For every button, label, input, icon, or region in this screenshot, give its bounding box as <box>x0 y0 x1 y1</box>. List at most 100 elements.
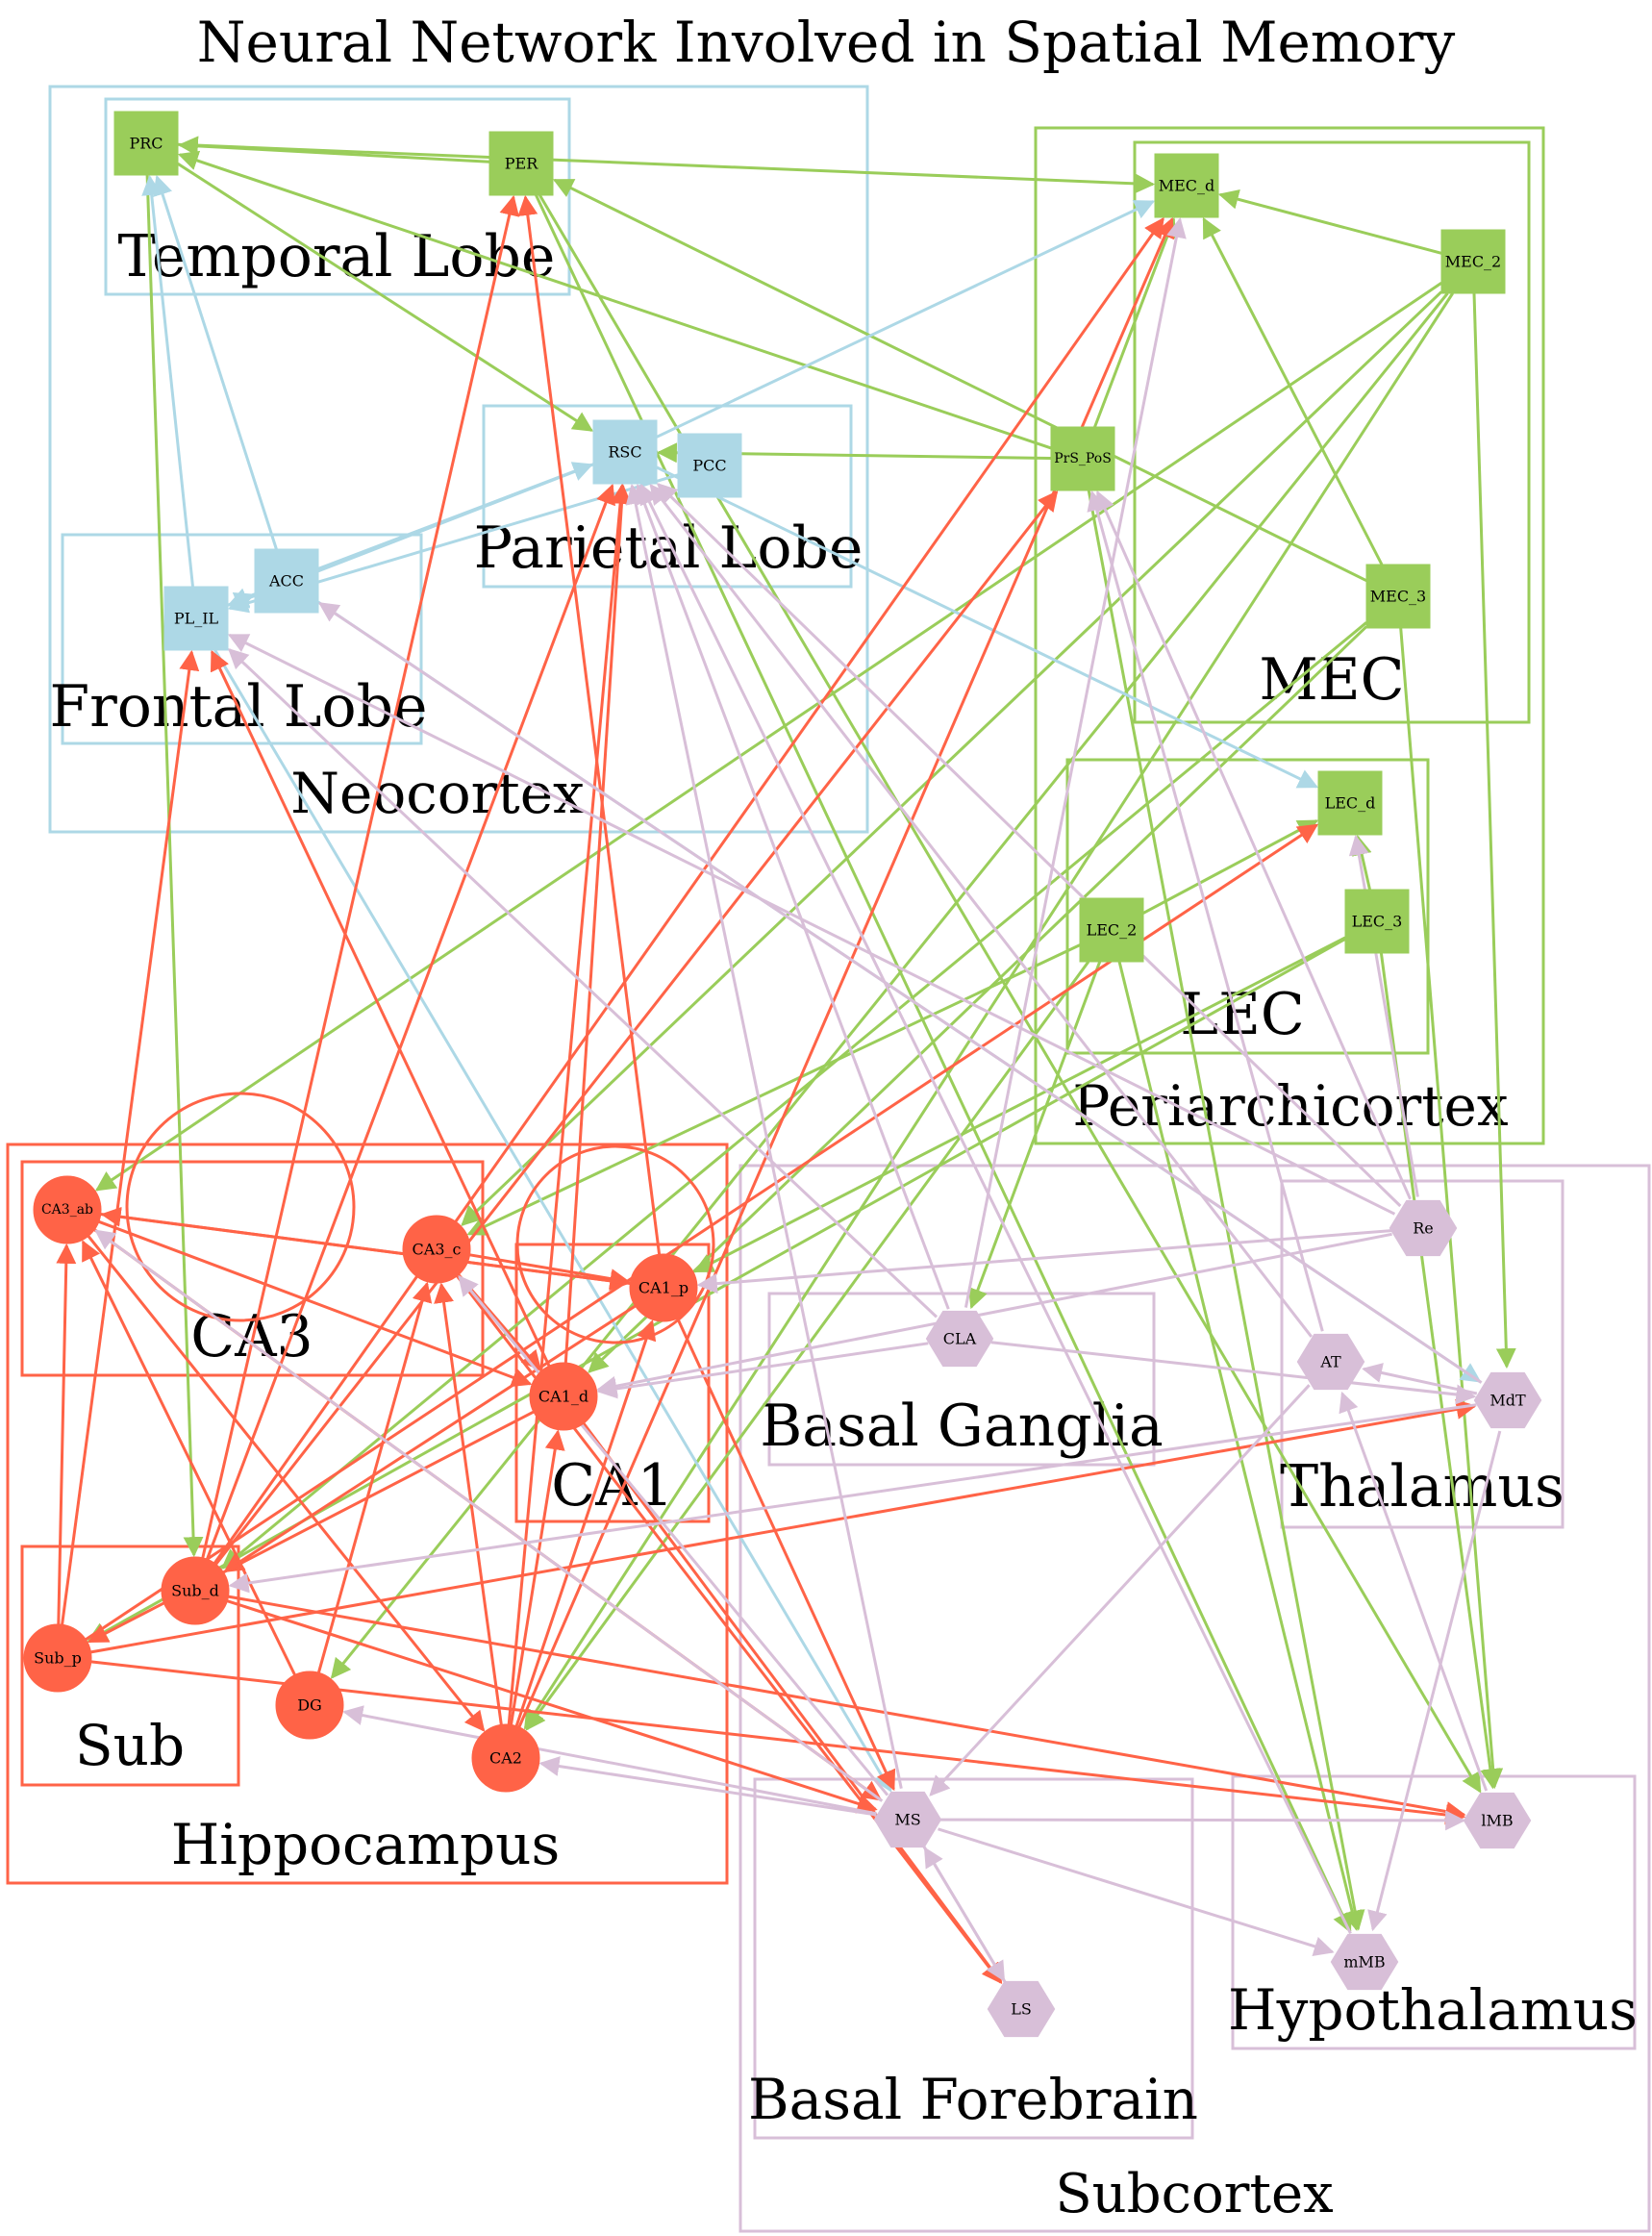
node-shape <box>488 131 554 196</box>
edge-mec-3-to-per <box>552 178 1367 583</box>
edge-sub-p-to-mdt <box>90 1399 1477 1654</box>
node-shape <box>275 1671 344 1740</box>
node-sub-p[interactable]: Sub_p <box>23 1623 92 1693</box>
edge-re-to-pl-il <box>227 633 1396 1216</box>
node-label: DG <box>297 1696 322 1715</box>
cluster-label-thalamus: Thalamus <box>1280 1453 1564 1520</box>
node-label: lMB <box>1481 1812 1513 1830</box>
edge-prc-to-rsc <box>177 163 594 432</box>
node-label: MEC_d <box>1159 177 1215 195</box>
cluster-border <box>48 85 869 834</box>
cluster-periarchicortex: Periarchicortex <box>1034 126 1545 1145</box>
edge-ca3-ab-to-ca2 <box>87 1235 486 1732</box>
edge-mdt-to-mmb <box>1367 1430 1502 1932</box>
cluster-neocortex: Neocortex <box>48 85 869 834</box>
cluster-border <box>1133 140 1531 724</box>
node-shape <box>471 1723 540 1793</box>
node-label: MdT <box>1489 1392 1526 1410</box>
node-ca1-p[interactable]: CA1_p <box>629 1253 698 1322</box>
cluster-label-basal-forebrain: Basal Forebrain <box>748 2067 1198 2132</box>
node-at[interactable]: AT <box>1296 1333 1365 1391</box>
edge-ms-to-ca3-ab <box>94 1229 884 1802</box>
edge-mdt-to-acc <box>317 602 1483 1384</box>
node-shape <box>629 1253 698 1322</box>
node-label: PRC <box>129 135 163 153</box>
edge-ca3-ab-to-ca3-ab <box>125 1092 356 1322</box>
node-mec-d[interactable]: MEC_d <box>1154 153 1219 218</box>
node-mec-2[interactable]: MEC_2 <box>1440 229 1506 294</box>
node-dg[interactable]: DG <box>275 1671 344 1740</box>
edge-ms-to-ca3-c <box>458 1274 889 1796</box>
node-shape <box>1317 770 1383 836</box>
node-label: CA3_c <box>413 1241 462 1259</box>
node-prc[interactable]: PRC <box>113 111 179 176</box>
node-label: MEC_2 <box>1445 253 1501 271</box>
edge-prc-to-sub-d <box>145 174 204 1558</box>
node-acc[interactable]: ACC <box>254 548 319 614</box>
node-cla[interactable]: CLA <box>925 1310 994 1368</box>
edge-sub-d-to-prs-pos <box>214 490 1059 1566</box>
node-label: CA3_ab <box>41 1202 93 1218</box>
node-lmb[interactable]: lMB <box>1463 1792 1532 1849</box>
cluster-border <box>1034 126 1545 1145</box>
edge-mec-2-to-ca3-c <box>461 290 1443 1226</box>
node-label: CA1_d <box>538 1388 588 1406</box>
cluster-label-hippocampus: Hippocampus <box>171 1812 561 1877</box>
node-label: LEC_2 <box>1087 921 1138 940</box>
node-label: RSC <box>608 443 641 462</box>
edge-cla-to-rsc <box>635 483 950 1310</box>
node-shape <box>254 548 319 614</box>
node-lec-3[interactable]: LEC_3 <box>1344 889 1410 954</box>
edge-lec-2-to-lec-d <box>1142 819 1319 915</box>
node-ls[interactable]: LS <box>987 1980 1056 2038</box>
cluster-basal-forebrain: Basal Forebrain <box>748 1777 1198 2140</box>
node-mmb[interactable]: mMB <box>1330 1933 1399 1991</box>
node-ca3-c[interactable]: CA3_c <box>402 1215 471 1284</box>
edge-ca1-d-to-pl-il <box>210 649 551 1368</box>
node-ca3-ab[interactable]: CA3_ab <box>33 1175 102 1244</box>
node-ca1-d[interactable]: CA1_d <box>529 1362 598 1431</box>
node-label: AT <box>1319 1353 1341 1371</box>
edge-mec-3-to-lmb <box>1399 627 1504 1790</box>
node-ca2[interactable]: CA2 <box>471 1723 540 1793</box>
cluster-border <box>20 1545 240 1787</box>
node-label: Re <box>1413 1219 1434 1238</box>
edge-re-to-ca1-p <box>696 1229 1392 1294</box>
node-prs-pos[interactable]: PrS_PoS <box>1050 426 1115 491</box>
edge-ca1-d-to-ls <box>582 1422 1003 1984</box>
node-shape <box>1440 229 1506 294</box>
edge-ms-to-lmb <box>939 1810 1466 1831</box>
node-per[interactable]: PER <box>488 131 554 196</box>
node-rsc[interactable]: RSC <box>592 419 658 485</box>
node-pl-il[interactable]: PL_IL <box>163 586 229 651</box>
node-lec-d[interactable]: LEC_d <box>1317 770 1383 836</box>
node-label: Sub_p <box>34 1649 82 1668</box>
cluster-border <box>482 404 853 589</box>
nodes-layer: PRC PER RSC PCC ACC PL_IL MEC_d MEC_2 MEC_3 PrS_P… <box>23 111 1542 2038</box>
node-mec-3[interactable]: MEC_3 <box>1365 564 1431 629</box>
cluster-border <box>61 533 423 745</box>
node-lec-2[interactable]: LEC_2 <box>1079 897 1144 963</box>
node-mdt[interactable]: MdT <box>1473 1371 1542 1429</box>
node-shape <box>163 586 229 651</box>
edge-cla-to-mdt <box>990 1341 1477 1405</box>
node-shape <box>1365 564 1431 629</box>
node-ms[interactable]: MS <box>873 1791 942 1848</box>
edge-sub-p-to-ca3-ab <box>56 1243 77 1625</box>
node-sub-d[interactable]: Sub_d <box>161 1556 230 1625</box>
node-pcc[interactable]: PCC <box>677 433 742 498</box>
edge-mec-3-to-sub-d <box>220 621 1367 1570</box>
node-shape <box>873 1791 942 1848</box>
edge-sub-d-to-lmb <box>228 1595 1466 1821</box>
edge-mmb-to-rsc <box>639 483 1352 1935</box>
edge-mdt-to-sub-d <box>228 1403 1477 1594</box>
edge-ca1-p-to-ca3-ab <box>100 1206 631 1285</box>
cluster-label-hypothalamus: Hypothalamus <box>1228 1977 1638 2043</box>
node-re[interactable]: Re <box>1389 1199 1458 1257</box>
node-shape <box>677 433 742 498</box>
edge-at-to-ms <box>929 1384 1311 1796</box>
node-shape <box>987 1980 1056 2038</box>
cluster-label-periarchicortex: Periarchicortex <box>1072 1073 1508 1139</box>
edge-rsc-to-mec-d <box>656 200 1156 439</box>
